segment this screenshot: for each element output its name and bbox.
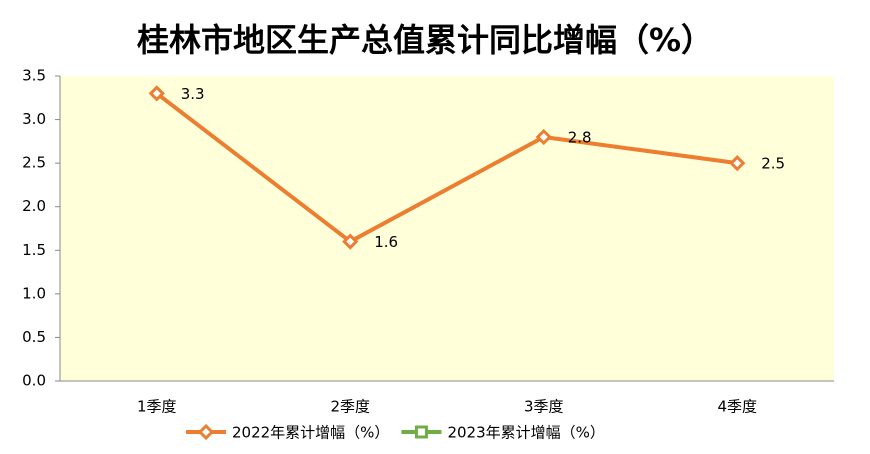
y-tick-label: 2.5 <box>22 154 46 172</box>
data-label: 2.5 <box>761 155 785 173</box>
x-tick-label: 4季度 <box>717 398 757 416</box>
legend-label: 2023年累计增幅（%） <box>447 424 604 442</box>
marker <box>342 233 359 250</box>
chart-title: 桂林市地区生产总值累计同比增幅（%） <box>137 21 713 59</box>
x-tick-label: 2季度 <box>330 398 370 416</box>
marker <box>729 155 746 172</box>
x-tick-label: 1季度 <box>137 398 177 416</box>
y-tick-label: 2.0 <box>22 197 46 215</box>
y-tick-label: 3.0 <box>22 110 46 128</box>
data-label: 2.8 <box>568 129 592 147</box>
y-tick-label: 1.0 <box>22 284 46 302</box>
y-tick-label: 3.5 <box>22 67 46 85</box>
data-label: 1.6 <box>374 233 398 251</box>
x-tick-label: 3季度 <box>524 398 564 416</box>
marker <box>414 425 428 439</box>
data-label: 3.3 <box>181 85 205 103</box>
y-tick-label: 0.5 <box>22 328 46 346</box>
marker <box>197 423 215 441</box>
marker <box>535 128 552 146</box>
y-tick-label: 1.5 <box>22 241 46 259</box>
legend-label: 2022年累计增幅（%） <box>232 424 389 442</box>
y-tick-label: 0.0 <box>22 372 46 390</box>
plot-area <box>60 76 834 381</box>
series-line <box>155 91 738 244</box>
marker <box>148 85 165 102</box>
